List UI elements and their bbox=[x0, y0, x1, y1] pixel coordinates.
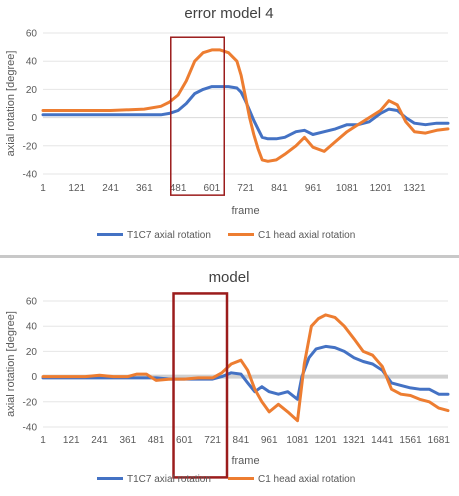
chart-title: model bbox=[209, 269, 250, 286]
x-tick-label: 361 bbox=[136, 183, 153, 194]
highlight-box bbox=[170, 36, 226, 196]
x-tick-label: 1681 bbox=[428, 435, 451, 446]
y-tick-label: 20 bbox=[26, 347, 38, 358]
x-tick-label: 241 bbox=[102, 183, 119, 194]
x-tick-label: 841 bbox=[271, 183, 288, 194]
x-axis-title: frame bbox=[231, 205, 259, 217]
c1-head-series-line bbox=[41, 313, 450, 423]
c1-head-series-line bbox=[41, 48, 450, 163]
x-tick-label: 961 bbox=[305, 183, 322, 194]
x-tick-label: 1321 bbox=[343, 435, 366, 446]
x-tick-label: 721 bbox=[204, 435, 221, 446]
x-tick-label: 721 bbox=[237, 183, 254, 194]
x-tick-label: 361 bbox=[119, 435, 136, 446]
panel-separator bbox=[0, 255, 459, 258]
y-tick-label: -40 bbox=[23, 170, 38, 181]
x-axis-title: frame bbox=[231, 455, 259, 467]
y-tick-label: 40 bbox=[26, 322, 38, 333]
y-tick-label: 0 bbox=[31, 372, 37, 383]
x-tick-label: 481 bbox=[170, 183, 187, 194]
y-tick-label: 40 bbox=[26, 57, 38, 68]
x-tick-label: 1561 bbox=[399, 435, 422, 446]
y-tick-label: -40 bbox=[23, 423, 38, 434]
legend-label: C1 head axial rotation bbox=[258, 230, 355, 241]
x-tick-label: 1 bbox=[40, 183, 46, 194]
legend-label: C1 head axial rotation bbox=[258, 474, 355, 485]
x-tick-label: 601 bbox=[204, 183, 221, 194]
x-tick-label: 1081 bbox=[336, 183, 359, 194]
t1c7-series-line bbox=[41, 85, 450, 141]
x-tick-label: 481 bbox=[148, 435, 165, 446]
x-tick-label: 961 bbox=[261, 435, 278, 446]
model-chart: model -40 -20 0 20 40 60 1 121 241 361 481 601 721 841… bbox=[0, 258, 459, 491]
x-tick-label: 1441 bbox=[371, 435, 394, 446]
y-axis-title: axial rotation [degree] bbox=[5, 51, 17, 157]
y-tick-label: 20 bbox=[26, 85, 38, 96]
t1c7-series-line bbox=[41, 344, 450, 401]
y-tick-label: 60 bbox=[26, 297, 38, 308]
y-tick-label: -20 bbox=[23, 397, 38, 408]
y-tick-label: 0 bbox=[31, 113, 37, 124]
x-tick-label: 1321 bbox=[403, 183, 426, 194]
y-tick-label: -20 bbox=[23, 141, 38, 152]
legend-label: T1C7 axial rotation bbox=[127, 230, 211, 241]
legend-label: T1C7 axial rotation bbox=[127, 474, 211, 485]
x-tick-label: 121 bbox=[63, 435, 80, 446]
x-tick-label: 1 bbox=[40, 435, 46, 446]
x-tick-label: 841 bbox=[233, 435, 250, 446]
x-tick-label: 1201 bbox=[315, 435, 338, 446]
y-tick-label: 60 bbox=[26, 29, 38, 40]
y-axis-title: axial rotation [degree] bbox=[5, 311, 17, 417]
x-tick-label: 121 bbox=[68, 183, 85, 194]
highlight-box bbox=[172, 292, 229, 479]
x-tick-label: 241 bbox=[91, 435, 108, 446]
x-tick-label: 601 bbox=[176, 435, 193, 446]
x-tick-label: 1201 bbox=[370, 183, 393, 194]
chart-title: error model 4 bbox=[184, 5, 273, 22]
x-tick-label: 1081 bbox=[286, 435, 309, 446]
error-model-4-chart: error model 4 -40 -20 0 20 40 60 1 121 241 361 481 6… bbox=[5, 5, 450, 241]
